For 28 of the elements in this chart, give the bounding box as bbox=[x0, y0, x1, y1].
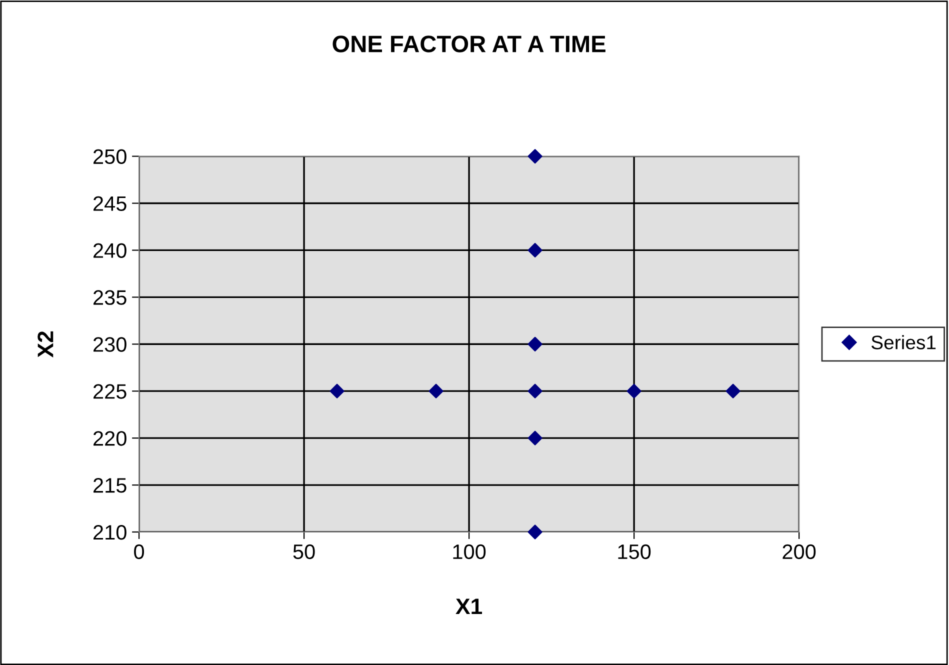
x-tick-label: 150 bbox=[618, 544, 651, 560]
point bbox=[726, 384, 740, 398]
y-tick-label: 230 bbox=[94, 337, 126, 352]
y-axis-title: X2 bbox=[38, 331, 54, 358]
point bbox=[528, 384, 542, 398]
point bbox=[626, 384, 642, 398]
point bbox=[330, 384, 344, 398]
y-tick-label: 245 bbox=[94, 196, 126, 211]
x-axis-title: X1 bbox=[456, 598, 482, 614]
point bbox=[528, 242, 542, 258]
x-tick-label: 200 bbox=[782, 544, 816, 560]
y-tick-label: 250 bbox=[94, 149, 126, 164]
x-tick-label: 100 bbox=[453, 544, 486, 560]
legend-label: Series1 bbox=[871, 335, 936, 350]
y-tick-label: 240 bbox=[94, 243, 126, 258]
y-tick-label: 210 bbox=[94, 525, 126, 540]
y-tick-label: 225 bbox=[94, 384, 126, 399]
y-tick-label: 235 bbox=[94, 290, 126, 305]
x-tick-label: 50 bbox=[293, 544, 315, 560]
point bbox=[528, 524, 542, 540]
point bbox=[528, 148, 542, 164]
y-tick-label: 215 bbox=[94, 478, 126, 493]
point bbox=[528, 336, 542, 352]
y-tick-label: 220 bbox=[94, 431, 126, 446]
point bbox=[528, 430, 542, 446]
chart-title: ONE FACTOR AT A TIME bbox=[332, 36, 606, 52]
point bbox=[428, 384, 444, 398]
x-tick-label: 0 bbox=[134, 544, 144, 560]
